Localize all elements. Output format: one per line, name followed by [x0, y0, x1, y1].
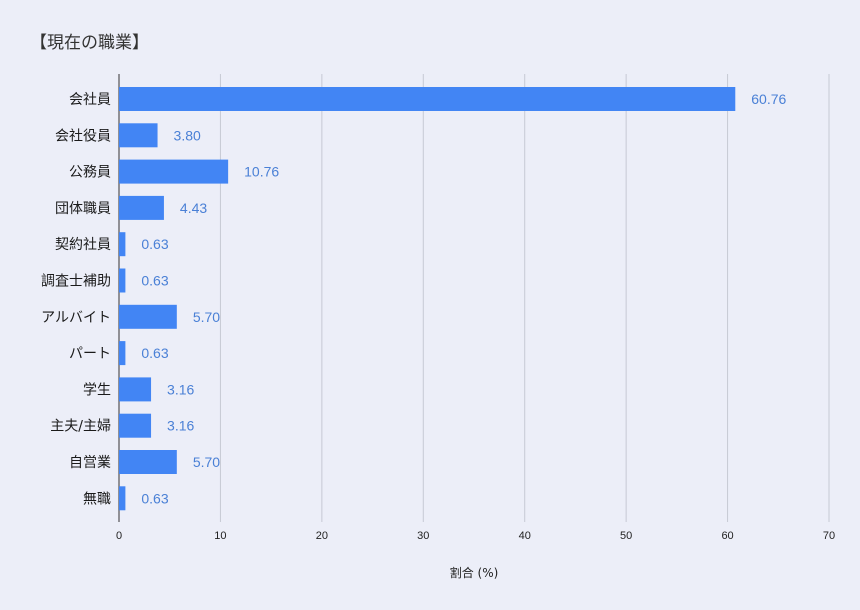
value-label: 5.70: [193, 454, 220, 470]
category-label: 自営業: [69, 455, 111, 471]
bar: [119, 268, 126, 293]
x-axis-title: 割合 (%): [450, 565, 499, 580]
x-tick-label: 40: [519, 530, 531, 542]
category-label: 無職: [83, 491, 111, 507]
bar: [119, 159, 229, 184]
category-label: 契約社員: [55, 237, 111, 253]
value-label: 5.70: [193, 309, 220, 325]
labels: 0 10 20 30 40 50 60 70 会社員 60.76 会社役員 3.80 公務員 10.76 団…: [41, 91, 835, 542]
x-tick-label: 0: [116, 530, 122, 542]
value-label: 3.16: [167, 418, 194, 434]
value-label: 0.63: [141, 273, 168, 289]
x-tick-label: 10: [214, 530, 226, 542]
value-label: 0.63: [141, 236, 168, 252]
category-label: 調査士補助: [41, 274, 111, 290]
bar: [119, 304, 177, 329]
value-label: 10.76: [244, 164, 279, 180]
value-label: 4.43: [180, 200, 207, 216]
x-tick-label: 50: [620, 530, 632, 542]
category-label: 主夫/主婦: [50, 418, 111, 435]
category-label: 学生: [83, 382, 111, 398]
chart-title: 【現在の職業】: [30, 33, 149, 53]
category-label: 団体職員: [55, 201, 111, 217]
x-tick-label: 20: [316, 530, 328, 542]
x-tick-label: 70: [823, 530, 835, 542]
bar: [119, 87, 736, 111]
bar: [119, 450, 177, 474]
bar: [119, 341, 126, 366]
bar: [119, 486, 126, 511]
category-label: パート: [69, 346, 111, 362]
bar: [119, 123, 158, 148]
category-label: 会社員: [69, 92, 111, 108]
value-label: 3.80: [174, 127, 201, 143]
category-label: 会社役員: [55, 128, 111, 144]
value-label: 60.76: [751, 91, 786, 107]
x-tick-label: 30: [417, 530, 429, 542]
bar: [119, 195, 164, 220]
category-label: 公務員: [69, 165, 111, 181]
bar: [119, 232, 126, 257]
bar: [119, 377, 152, 402]
value-label: 0.63: [141, 345, 168, 361]
x-tick-label: 60: [721, 530, 733, 542]
value-label: 3.16: [167, 381, 194, 397]
bars: [119, 87, 736, 511]
bar: [119, 413, 152, 438]
gridlines: [118, 74, 830, 522]
value-label: 0.63: [141, 490, 168, 506]
category-label: アルバイト: [41, 310, 111, 326]
